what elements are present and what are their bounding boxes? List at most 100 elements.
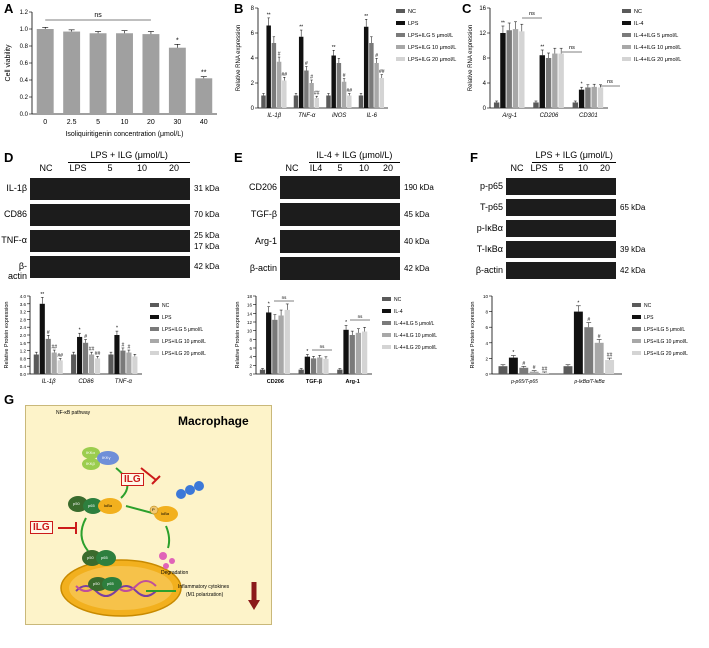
bar bbox=[278, 315, 284, 374]
bar bbox=[36, 29, 54, 114]
bar bbox=[498, 366, 508, 374]
bar bbox=[529, 371, 539, 374]
phospho-ikba-shape bbox=[154, 506, 178, 522]
bar bbox=[272, 319, 278, 374]
significance-mark: * bbox=[176, 37, 179, 44]
blot-lane-label: NC bbox=[510, 163, 524, 173]
x-tick-label: 10 bbox=[121, 119, 129, 126]
x-tick-label: CD206 bbox=[540, 113, 559, 119]
x-axis-title: Isoliquiritigenin concentration (μmol/L) bbox=[65, 131, 183, 138]
y-tick-label: 1.2 bbox=[20, 10, 29, 16]
chart-protein-m2: 0 2 4 6 8 10 12 14 16 18 Relative Protein expressi… bbox=[235, 294, 437, 385]
bar bbox=[108, 354, 114, 374]
bar bbox=[39, 303, 45, 374]
significance-mark: ** bbox=[364, 14, 368, 20]
blot-kda-label: 42 kDa bbox=[404, 263, 430, 273]
bar bbox=[310, 358, 317, 374]
blot-band-row bbox=[280, 203, 400, 226]
legend-swatch bbox=[632, 303, 641, 307]
schematic-title: Macrophage bbox=[178, 414, 249, 428]
legend-label: NC bbox=[162, 303, 170, 309]
panel-label-b: B bbox=[234, 1, 244, 16]
bar bbox=[349, 335, 355, 374]
bar bbox=[120, 350, 126, 374]
degradation-label: Degradation bbox=[161, 570, 189, 576]
chart-cell-viability: 0.0 0.2 0.4 0.6 0.8 1.0 1.2 Cell viability 0 2.5 5… bbox=[5, 10, 217, 138]
y-tick-label: 0.4 bbox=[20, 364, 27, 369]
blot-protein-label: TGF-β bbox=[250, 208, 277, 219]
legend-swatch bbox=[622, 45, 631, 49]
significance-mark: ** bbox=[299, 25, 303, 31]
y-tick-label: 10 bbox=[483, 294, 489, 299]
bar bbox=[578, 89, 585, 108]
x-tick-label: 0 bbox=[43, 119, 47, 126]
bar bbox=[374, 63, 379, 108]
blot-kda-label: 17 kDa bbox=[194, 242, 220, 251]
x-tick-label: TGF-β bbox=[306, 379, 323, 385]
dna-bound-p65-shape bbox=[102, 577, 122, 591]
bar bbox=[519, 367, 529, 374]
ns-label: ns bbox=[320, 344, 326, 349]
legend-label: IL-4+ILG 10 μmol/L bbox=[634, 45, 681, 51]
blot-treatment-header: LPS + ILG (μmol/L) bbox=[90, 150, 168, 160]
y-tick-label: 0.6 bbox=[20, 61, 29, 67]
legend-swatch bbox=[632, 315, 641, 319]
x-tick-label: IL-1β bbox=[267, 113, 281, 119]
significance-mark: * bbox=[268, 301, 270, 307]
blot-lane-label: 5 bbox=[337, 163, 343, 173]
ikba-shape bbox=[98, 498, 122, 514]
bar bbox=[94, 358, 101, 374]
bar bbox=[539, 55, 545, 108]
y-tick-label: 3.2 bbox=[20, 310, 27, 315]
x-tick-label: iNOS bbox=[332, 113, 346, 119]
bar bbox=[540, 372, 550, 374]
bar bbox=[142, 34, 160, 114]
legend-swatch bbox=[632, 339, 641, 343]
blot-kda-label: 65 kDa bbox=[620, 202, 646, 212]
blot-lane-label: 10 bbox=[136, 163, 147, 173]
bar bbox=[304, 70, 309, 108]
bar bbox=[83, 342, 89, 374]
y-tick-label: 0.0 bbox=[20, 372, 27, 377]
blot-lane-label: 20 bbox=[599, 163, 610, 173]
panel-label-c: C bbox=[462, 1, 472, 16]
bar bbox=[51, 352, 57, 374]
y-tick-label: 4 bbox=[251, 56, 255, 62]
blot-protein-label: Arg-1 bbox=[254, 235, 277, 246]
ns-label: ns bbox=[94, 12, 102, 19]
blot-protein-label: p-p65 bbox=[479, 180, 503, 191]
bar bbox=[298, 369, 304, 374]
significance-mark: ## bbox=[314, 91, 320, 97]
ikk-gamma-shape bbox=[97, 451, 119, 465]
y-tick-label: 0.8 bbox=[20, 356, 27, 361]
blot-band-row bbox=[30, 256, 190, 278]
x-tick-label: IL-6 bbox=[367, 113, 378, 119]
legend-label: IL-4 bbox=[394, 309, 403, 315]
legend-swatch bbox=[622, 21, 631, 25]
bar bbox=[508, 357, 518, 374]
significance-mark: # bbox=[375, 53, 378, 59]
blot-protein-label: β-actin bbox=[249, 262, 277, 273]
bar bbox=[116, 33, 133, 114]
x-tick-label: 40 bbox=[200, 119, 208, 126]
legend-label: NC bbox=[394, 297, 402, 303]
legend-label: IL-4+ILG 5 μmol/L bbox=[634, 33, 678, 39]
blot-protein-label: IL-1β bbox=[6, 183, 27, 193]
bar bbox=[266, 25, 271, 108]
blot-kda-label: 40 kDa bbox=[404, 236, 430, 246]
degraded-fragment-icon bbox=[163, 563, 169, 569]
x-tick-label: CD86 bbox=[78, 379, 94, 385]
y-tick-label: 2.8 bbox=[20, 317, 27, 322]
legend-swatch bbox=[632, 351, 641, 355]
ikk-beta-label: IKKβ bbox=[86, 461, 95, 466]
x-tick-label: TNF-α bbox=[115, 379, 133, 385]
ikk-gamma-label: IKKγ bbox=[102, 455, 111, 460]
bar bbox=[584, 327, 594, 374]
y-tick-label: 0 bbox=[251, 106, 255, 112]
significance-mark: ** bbox=[267, 12, 271, 18]
ns-label: ns bbox=[569, 45, 575, 51]
y-axis-title: Cell viability bbox=[5, 44, 12, 81]
blot-kda-label: 70 kDa bbox=[194, 210, 220, 219]
x-tick-label: CD301 bbox=[579, 113, 598, 119]
significance-mark: # bbox=[305, 61, 308, 67]
